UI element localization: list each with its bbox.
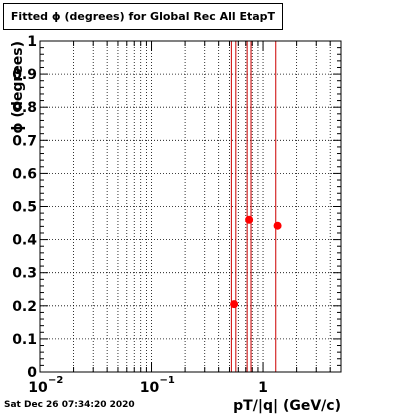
x-tick-label-base: 10: [28, 380, 48, 396]
grid-layer: [40, 41, 341, 372]
y-tick-label: 0.5: [12, 200, 37, 216]
y-tick-label: 0: [27, 365, 37, 381]
ticks: [39, 40, 342, 373]
x-tick-label-exponent: −2: [48, 375, 63, 386]
y-axis-label: ϕ (degrees): [10, 41, 26, 134]
y-tick-label: 0.9: [12, 67, 37, 83]
y-tick-label: 0.7: [12, 133, 37, 149]
x-tick-label: 10 −2: [28, 375, 63, 396]
vertical-lines: [230, 41, 277, 372]
y-tick-label: 0.8: [12, 100, 37, 116]
timestamp: Sat Dec 26 07:34:20 2020: [4, 400, 135, 410]
y-tick-label: 0.6: [12, 166, 37, 182]
x-tick-label: 10 −1: [140, 375, 175, 396]
data-point: [273, 221, 282, 230]
data-points: [230, 215, 282, 309]
x-axis-label: pT/|q| (GeV/c): [233, 398, 341, 414]
y-tick-label: 0.2: [12, 299, 37, 315]
x-tick-label-base: 1: [258, 380, 268, 396]
data-point: [230, 300, 239, 309]
y-tick-label: 1: [27, 34, 37, 50]
chart-title-box: Fitted ϕ (degrees) for Global Rec All Et…: [3, 3, 283, 30]
x-tick-label-base: 10: [140, 380, 160, 396]
x-tick-label-exponent: −1: [160, 375, 175, 386]
chart-title: Fitted ϕ (degrees) for Global Rec All Et…: [10, 10, 276, 23]
x-tick-label: 1: [258, 380, 268, 396]
y-tick-label: 0.4: [12, 233, 37, 249]
data-point: [245, 215, 254, 224]
y-tick-label: 0.1: [12, 332, 37, 348]
y-tick-label: 0.3: [12, 266, 37, 282]
